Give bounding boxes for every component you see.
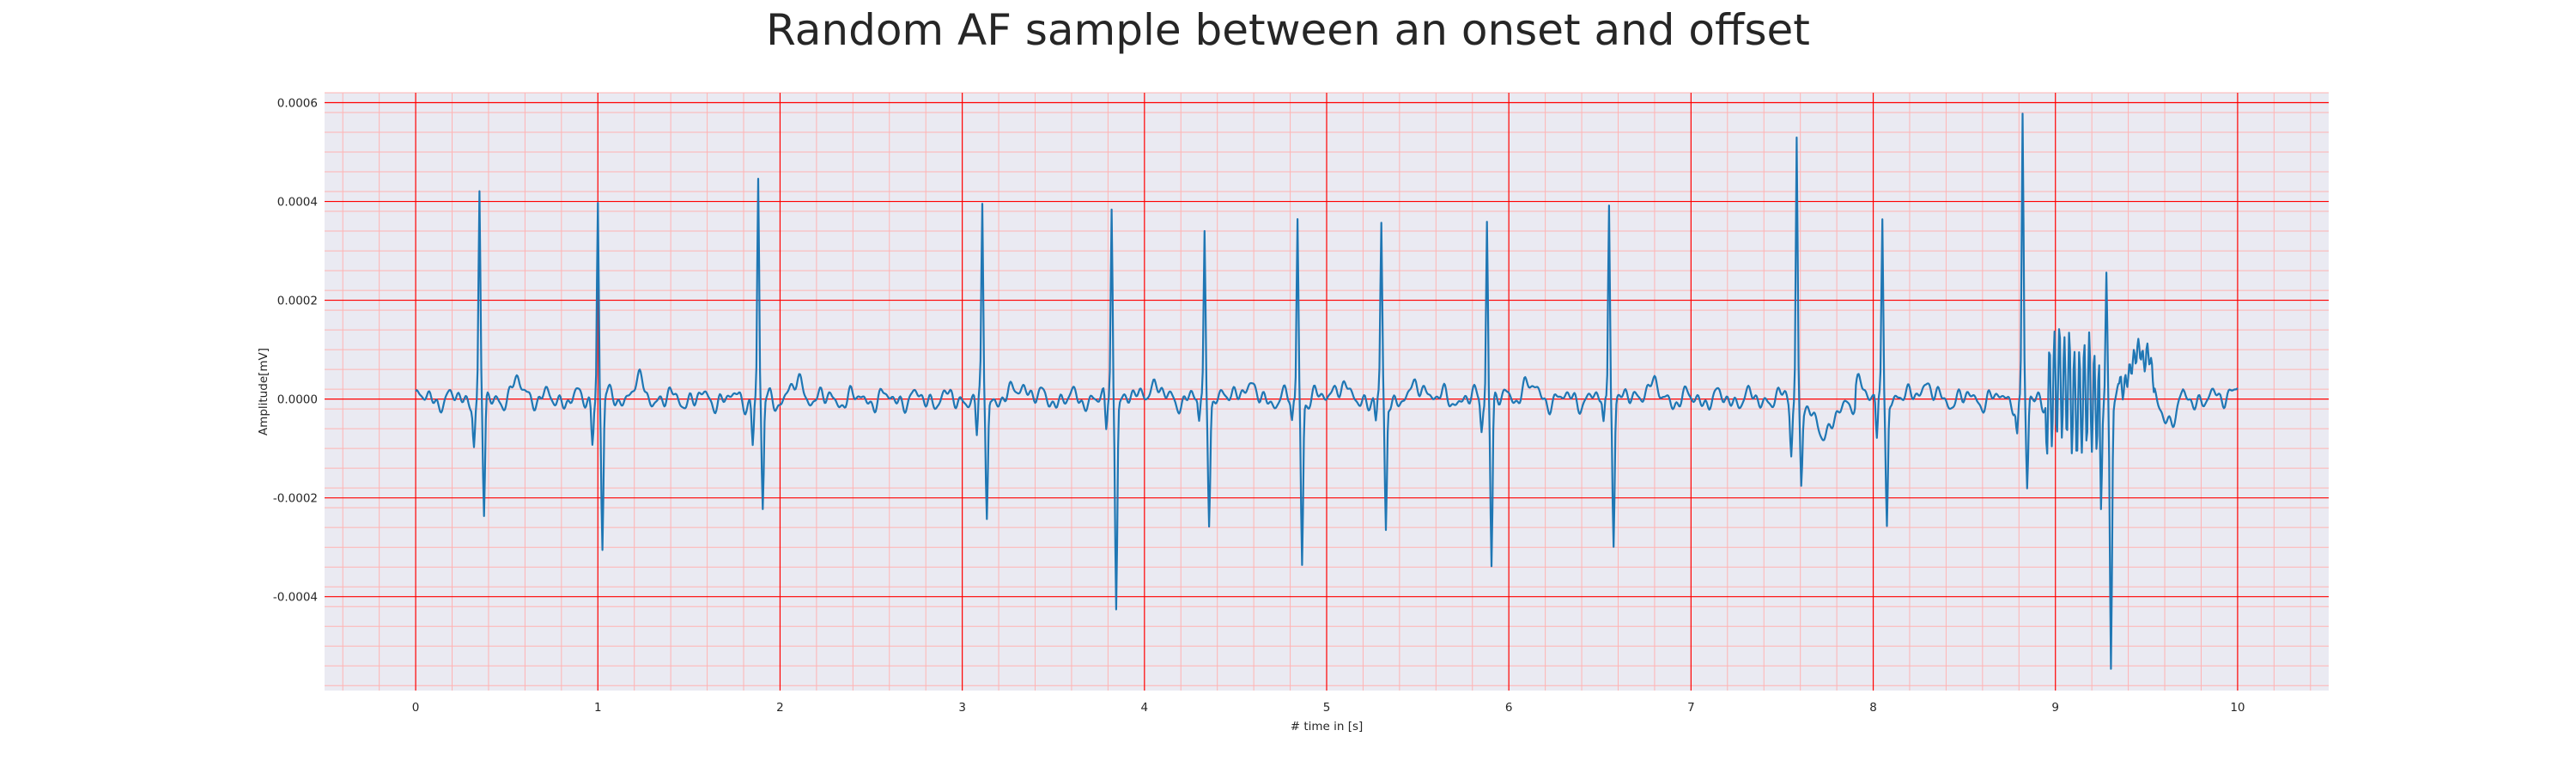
y-tick-label: -0.0002 — [273, 492, 318, 506]
y-tick-label: 0.0004 — [277, 196, 318, 210]
x-tick-label: 5 — [1323, 701, 1331, 715]
x-axis-title: # time in [s] — [1291, 720, 1364, 733]
x-tick-label: 0 — [412, 701, 420, 715]
ecg-signal-line — [415, 113, 2239, 670]
x-tick-label: 2 — [776, 701, 784, 715]
x-axis-ticks: 0 1 2 3 4 5 6 7 8 9 10 — [412, 701, 2245, 715]
y-axis-ticks: -0.0004 -0.0002 0.0000 0.0002 0.0004 0.0006 — [273, 97, 318, 605]
y-tick-label: 0.0002 — [277, 295, 318, 308]
y-axis-title: Amplitude[mV] — [257, 348, 270, 435]
x-tick-label: 8 — [1869, 701, 1877, 715]
y-tick-label: 0.0000 — [277, 393, 318, 407]
y-tick-label: -0.0004 — [273, 591, 318, 605]
x-tick-label: 4 — [1141, 701, 1149, 715]
x-tick-label: 3 — [958, 701, 966, 715]
x-tick-label: 1 — [594, 701, 602, 715]
x-tick-label: 7 — [1687, 701, 1695, 715]
chart-title: Random AF sample between an onset and of… — [766, 5, 1810, 55]
x-tick-label: 10 — [2230, 701, 2245, 715]
y-tick-label: 0.0006 — [277, 97, 318, 111]
x-tick-label: 6 — [1505, 701, 1513, 715]
x-tick-label: 9 — [2051, 701, 2059, 715]
